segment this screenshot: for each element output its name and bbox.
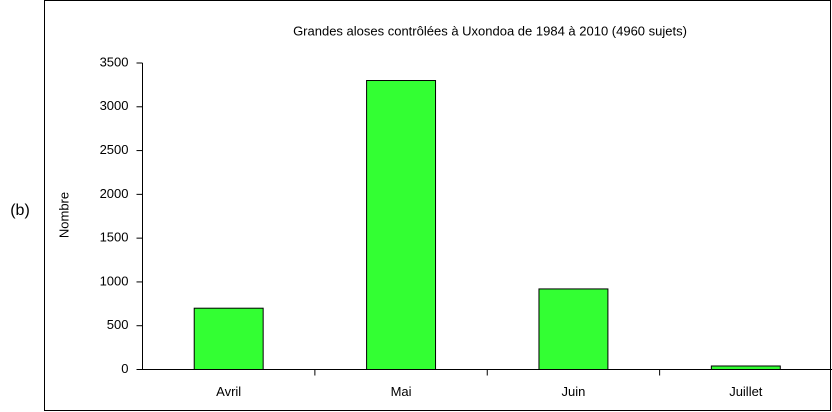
- x-tick-label: Avril: [216, 384, 241, 399]
- bar: [193, 307, 264, 371]
- x-tick-label: Mai: [391, 384, 412, 399]
- x-tick-label: Juillet: [729, 384, 763, 399]
- y-tick-label: 3500: [100, 54, 129, 69]
- y-axis-label: Nombre: [56, 192, 71, 238]
- bar: [366, 80, 437, 370]
- chart-title: Grandes aloses contrôlées à Uxondoa de 1…: [293, 23, 687, 38]
- y-tick-label: 500: [107, 317, 129, 332]
- panel-label: (b): [10, 202, 30, 219]
- x-tick-label: Juin: [562, 384, 586, 399]
- y-tick-label: 2500: [100, 142, 129, 157]
- y-tick-label: 2000: [100, 186, 129, 201]
- y-tick-label: 0: [121, 361, 128, 376]
- chart-frame: [44, 0, 831, 411]
- bar: [710, 365, 781, 370]
- y-tick-label: 1500: [100, 230, 129, 245]
- bar: [538, 288, 609, 371]
- y-tick-label: 1000: [100, 273, 129, 288]
- y-tick-label: 3000: [100, 98, 129, 113]
